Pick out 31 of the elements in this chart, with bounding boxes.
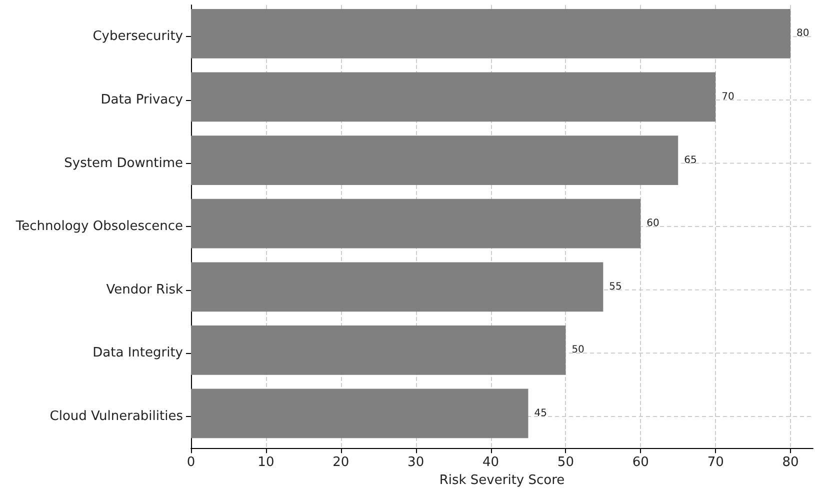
y-tick-label: Cybersecurity [92,29,184,44]
bar [191,198,641,248]
data-label: 65 [684,154,697,166]
x-tick-label: 10 [258,455,274,470]
data-label: 60 [646,218,660,230]
data-label: 80 [796,28,810,40]
y-tick-label: Data Privacy [100,92,184,108]
data-label: 45 [534,408,547,419]
bar [191,8,791,58]
bar [191,72,716,122]
x-tick-label: 30 [408,455,424,470]
bar [191,136,678,185]
x-tick-label: 40 [482,455,500,470]
bar [191,388,528,438]
y-tick-label: Data Integrity [92,346,184,361]
x-tick-label: 50 [557,455,574,470]
bar [191,262,604,312]
data-label: 70 [722,91,734,102]
x-axis-title: Risk Severity Score [439,473,565,488]
x-tick-label: 20 [332,455,350,470]
x-tick-label: 70 [707,455,724,470]
y-tick-label: Vendor Risk [106,282,184,298]
x-tick-label: 0 [186,455,196,470]
x-tick-label: 80 [782,455,799,470]
bar [191,325,566,375]
y-tick-label: Technology Obsolescence [14,219,183,234]
x-tick-label: 60 [632,455,649,470]
data-label: 55 [609,281,622,292]
y-tick-label: Cloud Vulnerabilities [50,408,184,424]
y-tick-label: System Downtime [64,156,183,171]
data-label: 50 [572,344,584,356]
